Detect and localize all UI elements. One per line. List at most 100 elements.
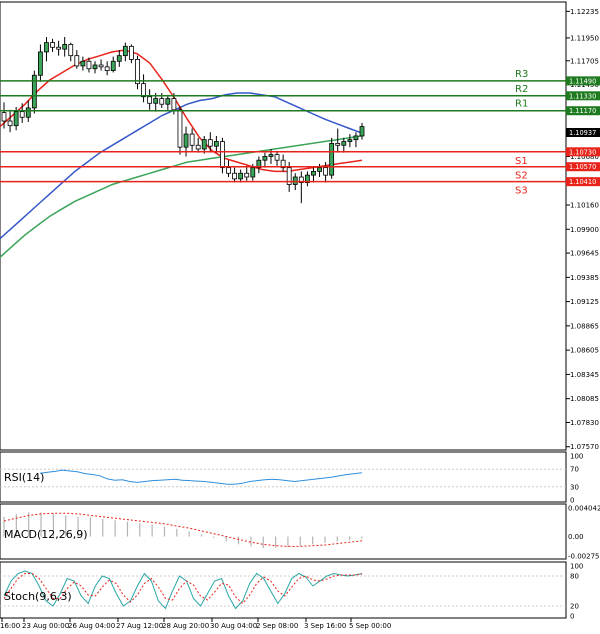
level-name-r3: R3 [515,69,528,80]
candle-body [31,74,37,109]
candle-body [304,174,310,183]
rsi-tick-label: 70 [570,466,579,474]
candle-body [122,45,128,57]
candle-body [13,111,19,127]
macd-panel-frame [0,503,567,560]
candle-body [110,60,116,71]
series-line-2 [0,135,363,258]
rsi-axis: 100 70 30 0 [570,453,583,505]
level-tag-label: 1.10570 [569,163,596,171]
current-price-box [566,128,600,137]
current-price-label: 1.10937 [569,129,596,137]
current-price-tag: 1.10937 [566,128,600,137]
candle-body [262,156,268,161]
series-line-1 [0,49,363,173]
level-tag-box [566,147,600,157]
candle-body [341,141,347,146]
time-tick-label: 26 Aug 04:00 [68,622,115,630]
stoch-tick-label: 100 [570,563,583,571]
time-tick-label: 27 Aug 12:00 [116,622,163,630]
candle-body [298,176,304,183]
price-tick-label: 1.08345 [570,371,599,379]
stoch-label: Stoch(9,6,3) [4,590,72,603]
price-tick-label: 1.09645 [570,250,599,258]
candle-body [189,133,195,146]
candle-body [232,172,237,180]
price-tick-label: 1.07830 [570,419,599,427]
candle-body [280,159,286,169]
candle-body [38,51,43,76]
price-tick-label: 1.10680 [570,153,599,161]
candle-body [256,159,262,169]
candles [1,37,365,204]
level-tag-label: 1.11330 [569,92,596,100]
candle-body [44,42,49,53]
candle-body [50,42,55,48]
candle-body [141,83,146,98]
candle-body [159,98,165,105]
macd-signal-line [3,512,363,547]
candle-body [153,98,159,104]
candle-body [62,44,68,50]
candle-body [207,139,213,147]
stoch-lines [0,570,566,610]
price-tick-label: 1.09900 [570,226,599,234]
stoch-main-line [3,570,363,610]
rsi-series-line [39,469,363,485]
candle-body [177,109,183,148]
price-tick-label: 1.10160 [570,202,599,210]
time-tick-label: 16:00 [0,622,20,630]
moving-averages [0,49,363,258]
candle-body [183,133,189,148]
price-tick-label: 1.09125 [570,298,599,306]
stoch-tick-label: 20 [570,603,579,611]
level-name-s2: S2 [515,171,528,182]
candle-body [7,120,13,127]
candle-body [347,139,353,142]
candle-body [311,170,316,176]
candle-body [92,64,98,70]
macd-tick-label: 0.00 [568,533,584,541]
stoch-panel: 100 80 20 0 Stoch(9,6,3) [0,561,583,621]
candle-body [1,112,7,122]
candle-body [317,167,322,172]
level-tag-box [566,177,600,187]
candle-body [98,64,104,68]
candle-body [213,141,219,147]
candle-body [25,107,31,118]
macd-tick-label: -0.002755 [568,553,600,561]
candle-body [68,44,74,57]
candle-body [171,98,177,111]
candle-body [104,66,110,72]
candle-body [329,142,335,176]
level-tag-box [566,106,600,116]
time-tick-label: 30 Aug 04:00 [210,622,257,630]
level-name-r1: R1 [515,99,528,110]
rsi-label: RSI(14) [4,471,44,484]
candle-body [226,167,231,174]
candle-body [56,46,62,50]
candle-body [335,142,341,146]
price-tick-label: 1.11950 [570,34,599,42]
time-tick-label: 28 Aug 20:00 [162,622,209,630]
candle-body [147,96,153,104]
candle-body [274,154,280,161]
level-tag-box [566,76,600,86]
price-tick-label: 1.08865 [570,322,599,330]
candle-body [129,45,134,60]
candle-body [19,111,25,118]
rsi-panel: 100 70 30 0 RSI(14) [0,451,583,505]
candle-body [250,167,256,178]
price-tick-label: 1.09385 [570,274,599,282]
level-name-s3: S3 [515,186,528,197]
candle-body [74,55,80,67]
price-panel-frame [0,1,567,451]
stoch-tick-label: 80 [570,573,579,581]
level-tag-box [566,91,600,101]
candle-body [165,98,171,105]
stoch-axis: 100 80 20 0 [570,563,583,621]
macd-tick-label: 0.004042 [568,505,600,513]
candle-body [238,172,244,180]
